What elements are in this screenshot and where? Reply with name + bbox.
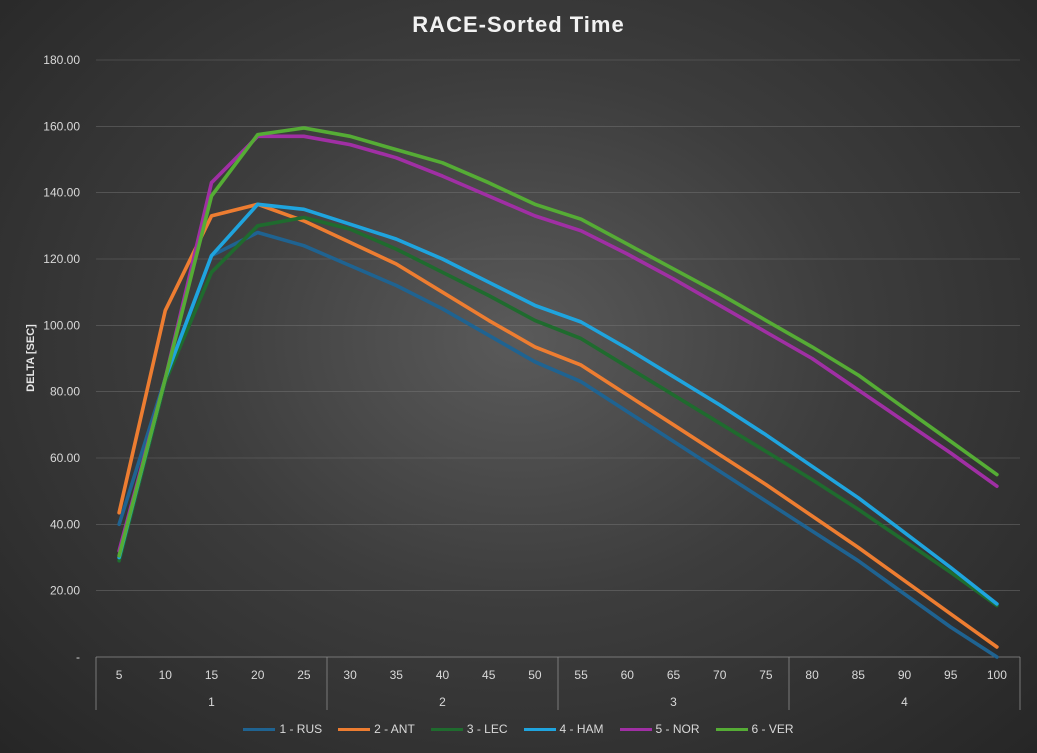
x-tick-label: 90 [898, 668, 912, 682]
x-tick-label: 5 [116, 668, 123, 682]
series-line [117, 202, 999, 606]
x-tick-label: 60 [621, 668, 635, 682]
series-line [117, 215, 999, 608]
legend-label: 3 - LEC [466, 722, 508, 736]
x-group-label: 2 [439, 695, 446, 709]
chart-title: RACE-Sorted Time [412, 12, 625, 37]
x-tick-label: 55 [574, 668, 588, 682]
gridlines [96, 59, 1020, 591]
x-tick-label: 75 [759, 668, 773, 682]
legend-swatch [619, 727, 652, 731]
x-tick-label: 70 [713, 668, 727, 682]
x-tick-label: 40 [436, 668, 450, 682]
x-tick-label: 100 [987, 668, 1007, 682]
x-tick-label: 45 [482, 668, 496, 682]
legend-item: 5 - NOR [619, 722, 700, 736]
y-tick-label: 180.00 [43, 53, 80, 67]
legend-swatch [715, 727, 748, 731]
x-tick-label: 50 [528, 668, 542, 682]
legend-item: 6 - VER [715, 722, 794, 736]
x-tick-label: 20 [251, 668, 265, 682]
legend-swatch [523, 727, 556, 731]
legend-item: 1 - RUS [243, 722, 322, 736]
y-tick-label: 60.00 [50, 451, 80, 465]
legend-item: 3 - LEC [430, 722, 508, 736]
legend-label: 6 - VER [751, 722, 794, 736]
x-tick-label: 30 [343, 668, 357, 682]
series-line [117, 202, 999, 649]
y-tick-label: 140.00 [43, 186, 80, 200]
legend: 1 - RUS 2 - ANT 3 - LEC 4 - HAM 5 - NOR 6 - V… [0, 722, 1037, 736]
legend-label: 5 - NOR [655, 722, 700, 736]
y-tick-label: - [76, 650, 80, 664]
legend-swatch [338, 727, 371, 731]
legend-swatch [430, 727, 463, 731]
x-tick-label: 25 [297, 668, 311, 682]
x-tick-label: 80 [805, 668, 819, 682]
series-line [117, 134, 999, 553]
x-tick-label: 15 [205, 668, 219, 682]
x-tick-label: 65 [667, 668, 681, 682]
x-group-label: 1 [208, 695, 215, 709]
series-line [117, 230, 999, 659]
y-tick-labels: - 20.00 40.00 60.00 80.00 100.00 120.00 140.00 1… [43, 53, 80, 664]
x-tick-label: 95 [944, 668, 958, 682]
y-tick-label: 100.00 [43, 318, 80, 332]
x-tick-label: 10 [159, 668, 173, 682]
y-tick-label: 20.00 [50, 584, 80, 598]
legend-label: 4 - HAM [559, 722, 604, 736]
y-tick-label: 80.00 [50, 385, 80, 399]
x-group-label: 3 [670, 695, 677, 709]
y-tick-label: 40.00 [50, 517, 80, 531]
y-tick-label: 120.00 [43, 252, 80, 266]
legend-label: 1 - RUS [279, 722, 323, 736]
x-group-label: 4 [901, 695, 908, 709]
x-tick-label: 35 [390, 668, 404, 682]
legend-swatch [243, 727, 276, 731]
x-tick-label: 85 [852, 668, 866, 682]
legend-item: 4 - HAM [523, 722, 604, 736]
series-line [117, 126, 999, 558]
legend-item: 2 - ANT [338, 722, 415, 736]
legend-label: 2 - ANT [374, 722, 415, 736]
y-tick-label: 160.00 [43, 119, 80, 133]
series-lines [117, 126, 999, 659]
x-axis: 5 10 15 20 25 30 35 40 45 50 55 60 65 70 75 80 85 90 95 100… [95, 656, 1021, 710]
